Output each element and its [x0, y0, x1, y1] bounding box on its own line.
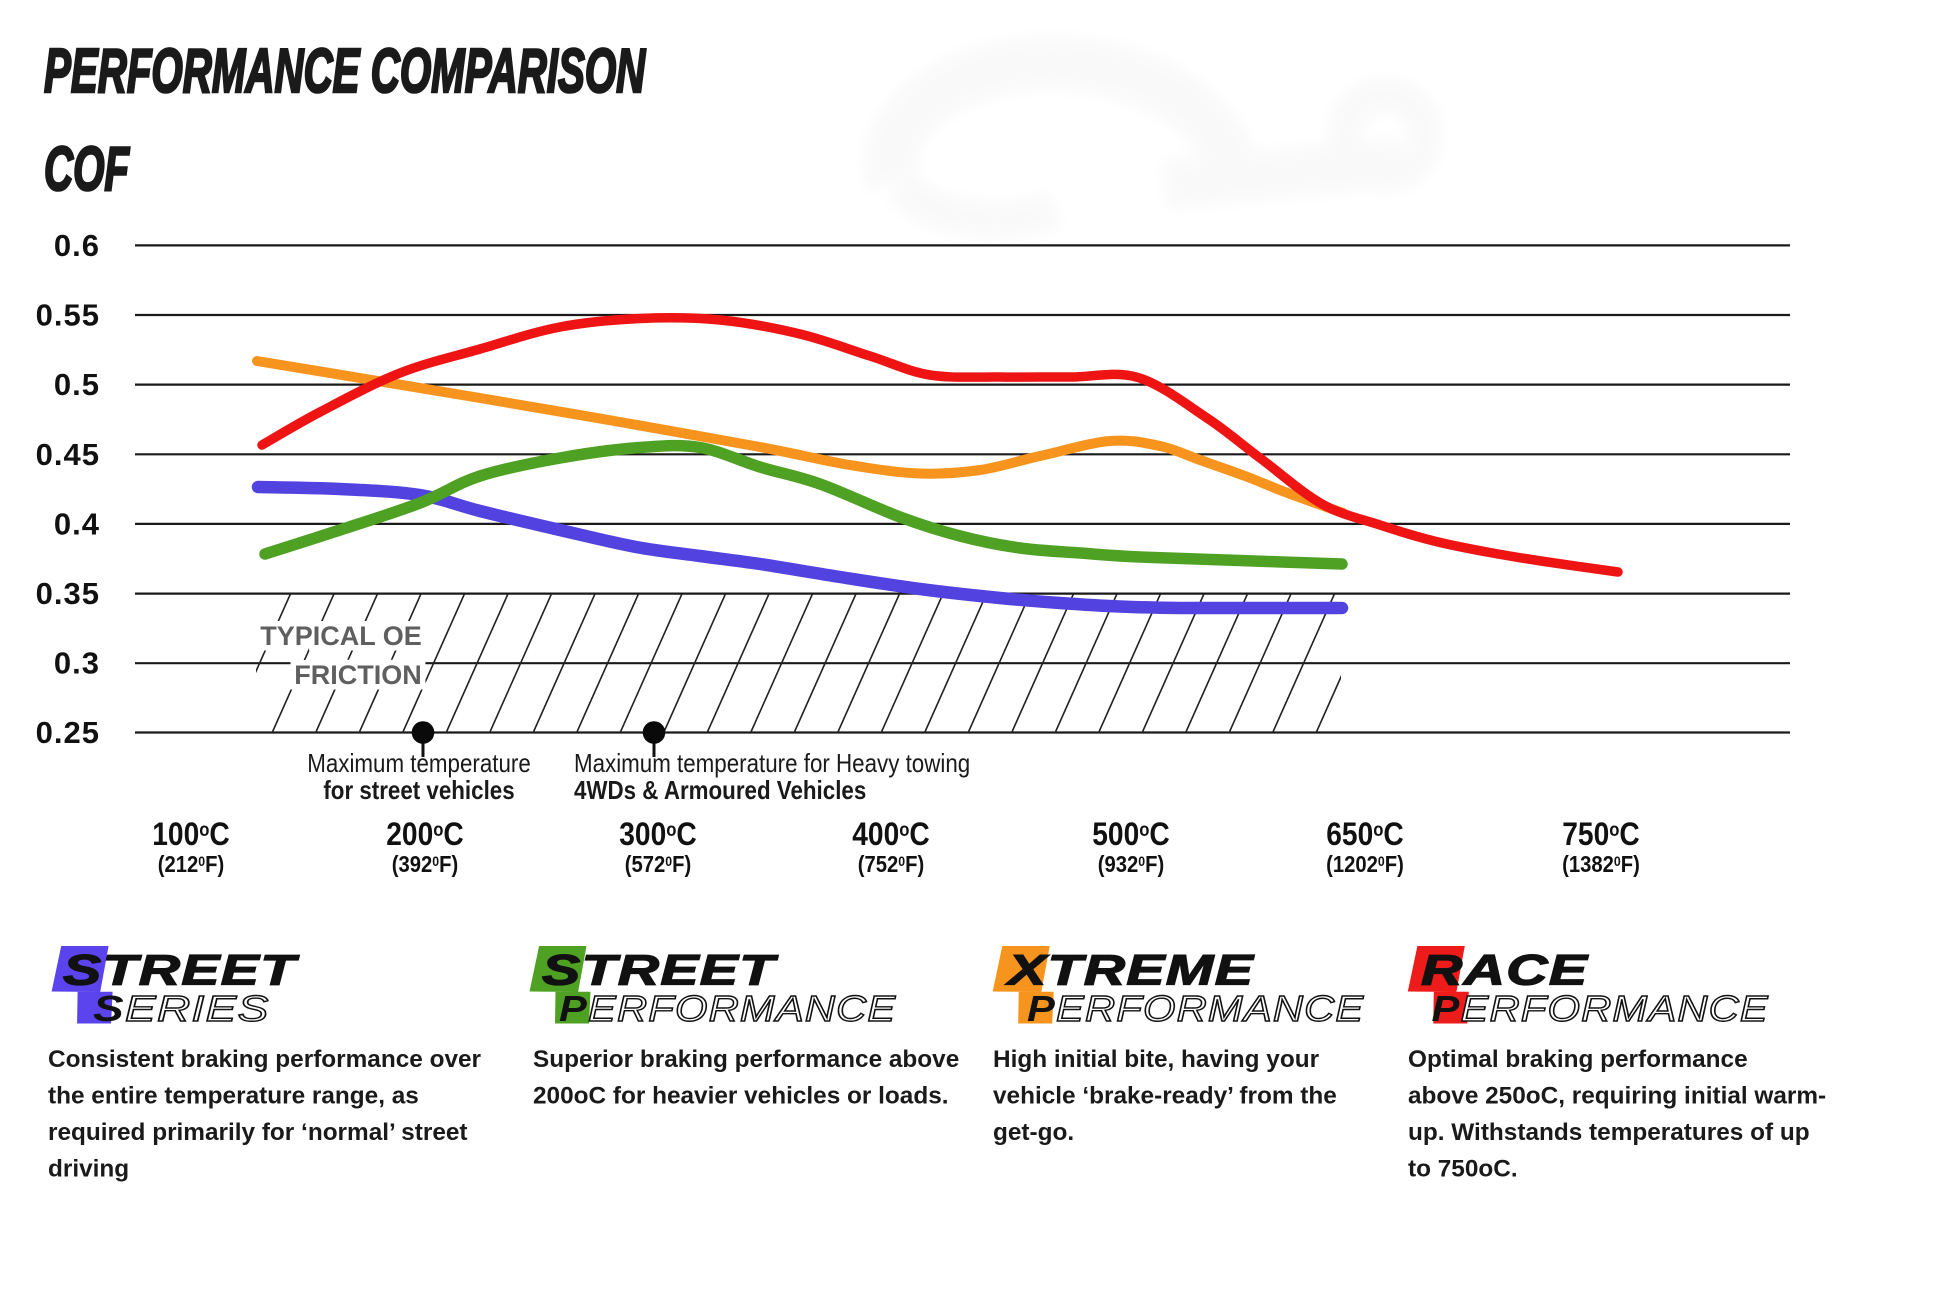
svg-text:100oC: 100oC [152, 817, 230, 852]
svg-text:driving: driving [48, 1156, 129, 1183]
svg-text:(3920F): (3920F) [392, 851, 458, 878]
svg-text:0.55: 0.55 [36, 298, 100, 333]
svg-text:PERFORMANCE: PERFORMANCE [1027, 990, 1364, 1030]
svg-text:PERFORMANCE COMPARISON: PERFORMANCE COMPARISON [44, 37, 646, 106]
svg-text:300oC: 300oC [619, 817, 697, 852]
svg-text:(12020F): (12020F) [1326, 851, 1404, 878]
svg-text:STREET: STREET [63, 945, 300, 993]
svg-text:up. Withstands temperatures of: up. Withstands temperatures of up [1408, 1119, 1810, 1146]
svg-text:the entire temperature range,: the entire temperature range, as [48, 1083, 419, 1110]
svg-text:PERFORMANCE: PERFORMANCE [559, 990, 896, 1030]
svg-text:0.25: 0.25 [36, 715, 100, 750]
svg-text:(9320F): (9320F) [1098, 851, 1164, 878]
svg-text:(13820F): (13820F) [1562, 851, 1640, 878]
svg-text:RACE: RACE [1421, 945, 1588, 993]
svg-text:TYPICAL OE: TYPICAL OE [260, 621, 422, 651]
svg-text:(5720F): (5720F) [625, 851, 691, 878]
svg-text:High initial bite, having your: High initial bite, having your [993, 1046, 1320, 1073]
svg-text:above 250oC, requiring initial: above 250oC, requiring initial warm- [1408, 1083, 1826, 1110]
svg-text:200oC: 200oC [386, 817, 464, 852]
svg-text:STREET: STREET [542, 945, 779, 993]
svg-text:Consistent braking performance: Consistent braking performance over [48, 1046, 482, 1073]
svg-text:0.5: 0.5 [54, 367, 100, 402]
svg-text:0.4: 0.4 [54, 506, 100, 541]
svg-text:COF: COF [44, 135, 131, 204]
svg-text:200oC for heavier vehicles or: 200oC for heavier vehicles or loads. [533, 1083, 949, 1110]
svg-text:vehicle ‘brake-ready’ from the: vehicle ‘brake-ready’ from the [993, 1083, 1337, 1110]
svg-text:0.6: 0.6 [54, 228, 100, 263]
svg-text:for street vehicles: for street vehicles [323, 776, 514, 805]
svg-text:FRICTION: FRICTION [294, 660, 422, 690]
svg-text:(7520F): (7520F) [858, 851, 924, 878]
svg-text:650oC: 650oC [1326, 817, 1404, 852]
svg-text:(2120F): (2120F) [158, 851, 224, 878]
svg-text:to 750oC.: to 750oC. [1408, 1156, 1518, 1183]
svg-text:PERFORMANCE: PERFORMANCE [1432, 990, 1769, 1030]
svg-text:4WDs & Armoured Vehicles: 4WDs & Armoured Vehicles [574, 776, 866, 805]
svg-text:500oC: 500oC [1092, 817, 1170, 852]
svg-text:Superior braking performance a: Superior braking performance above [533, 1046, 959, 1073]
svg-text:0.35: 0.35 [36, 576, 100, 611]
svg-text:FRICTION: FRICTION [294, 660, 422, 690]
svg-text:Optimal braking performance: Optimal braking performance [1408, 1046, 1748, 1073]
svg-text:Maximum temperature: Maximum temperature [307, 749, 531, 778]
svg-text:required primarily for ‘normal: required primarily for ‘normal’ street [48, 1119, 468, 1146]
svg-text:get-go.: get-go. [993, 1119, 1074, 1146]
svg-text:750oC: 750oC [1562, 817, 1640, 852]
svg-text:Maximum temperature for Heavy: Maximum temperature for Heavy towing [574, 749, 970, 778]
svg-text:0.3: 0.3 [54, 646, 100, 681]
svg-text:SERIES: SERIES [93, 989, 270, 1029]
svg-text:TYPICAL OE: TYPICAL OE [260, 621, 422, 651]
svg-text:400oC: 400oC [852, 817, 930, 852]
svg-text:0.45: 0.45 [36, 437, 100, 472]
svg-text:XTREME: XTREME [1005, 945, 1255, 993]
